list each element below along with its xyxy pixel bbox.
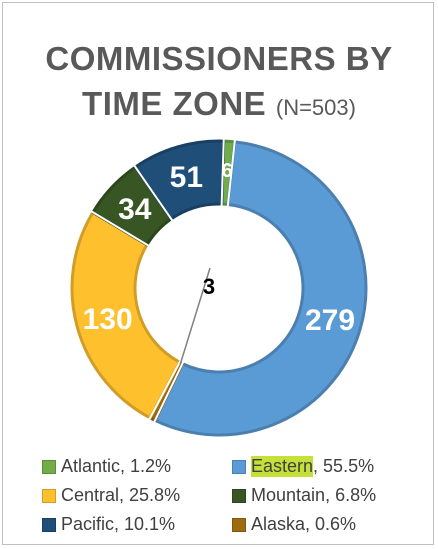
alaska-leader-line	[179, 267, 211, 365]
data-label-mountain: 34	[118, 193, 152, 226]
data-label-atlantic: 6	[221, 160, 232, 182]
chart-title-sample-size: (N=503)	[275, 95, 356, 120]
slice-separator	[153, 361, 185, 423]
legend-label: Eastern	[251, 456, 314, 477]
legend-percent: , 25.8%	[119, 485, 181, 505]
slice-separator	[226, 139, 236, 207]
legend-item-alaska: Alaska, 0.6%	[232, 514, 356, 535]
legend-swatch	[232, 488, 246, 503]
chart-title-main: TIME ZONE	[82, 85, 267, 122]
legend-item-mountain: Mountain, 6.8%	[232, 485, 376, 506]
legend-swatch	[232, 459, 246, 474]
legend-swatch	[232, 517, 246, 532]
legend-label: Pacific	[61, 514, 115, 534]
legend-label: Central	[61, 485, 120, 505]
legend-percent: , 10.1%	[114, 514, 176, 534]
slice-separator	[90, 210, 150, 247]
legend-swatch	[42, 517, 56, 532]
legend-percent: , 1.2%	[120, 456, 172, 476]
chart-title-line-2: TIME ZONE (N=503)	[0, 85, 438, 123]
legend-item-eastern: Eastern, 55.5%	[232, 456, 374, 477]
data-label-alaska: 3	[203, 274, 215, 299]
legend-item-atlantic: Atlantic, 1.2%	[42, 456, 171, 477]
donut-slice-central	[70, 210, 182, 420]
slice-separator	[133, 164, 174, 222]
legend-label: Atlantic	[61, 456, 121, 476]
legend-label: Alaska	[251, 514, 306, 534]
legend-item-pacific: Pacific, 10.1%	[42, 514, 175, 535]
legend-percent: , 55.5%	[313, 456, 375, 476]
slice-separator	[220, 139, 225, 207]
data-label-eastern: 279	[305, 304, 355, 337]
legend-percent: , 6.8%	[325, 485, 377, 505]
data-label-central: 130	[83, 303, 133, 336]
legend-label: Mountain	[251, 485, 326, 505]
legend-percent: , 0.6%	[305, 514, 357, 534]
donut-slice-eastern	[153, 140, 368, 437]
slice-separator	[148, 359, 182, 421]
legend-swatch	[42, 488, 56, 503]
data-label-pacific: 51	[170, 161, 203, 194]
chart-title-line-1: COMMISSIONERS BY	[45, 40, 393, 77]
legend-item-central: Central, 25.8%	[42, 485, 180, 506]
legend-swatch	[42, 459, 56, 474]
